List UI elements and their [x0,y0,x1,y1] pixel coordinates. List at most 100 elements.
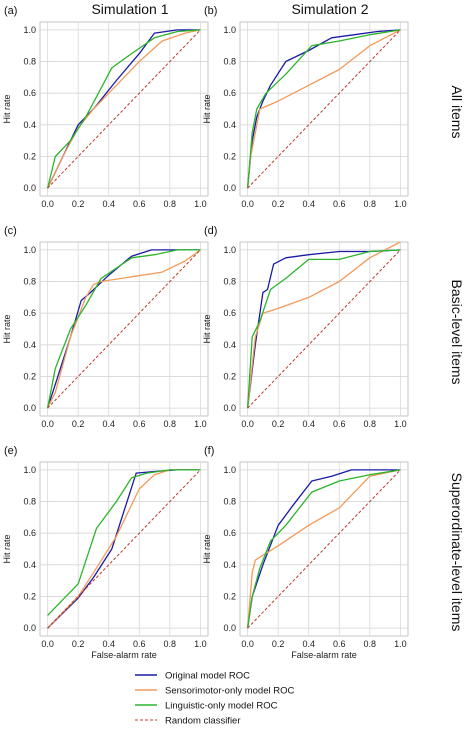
y-axis-label: Hit rate [2,534,12,563]
y-tick-label: 0.6 [223,88,236,98]
series-line-linguistic-only-model-roc [246,469,401,629]
row-title-superordinate-level-items: Superordinate-level items [449,473,465,632]
x-tick-label: 0.8 [164,639,177,649]
series-line-linguistic-only-model-roc [246,29,401,189]
y-axis-label: Hit rate [202,94,212,123]
series-line-random-classifier [247,29,401,189]
x-tick-label: 1.0 [194,199,207,209]
series-line-original-model-roc [246,29,401,189]
y-tick-label: 0.8 [223,57,236,67]
series-line-original-model-roc [246,249,401,409]
y-tick-label: 0.4 [23,340,36,350]
x-tick-label: 0.0 [241,419,254,429]
x-tick-label: 0.8 [364,419,377,429]
x-tick-label: 0.6 [133,199,146,209]
x-tick-label: 0.6 [333,199,346,209]
x-tick-label: 0.2 [272,419,285,429]
y-tick-label: 0.2 [23,371,36,381]
y-axis-label: Hit rate [202,534,212,563]
y-axis-label: Hit rate [2,94,12,123]
row-title-basic-level-items: Basic-level items [449,279,465,384]
y-tick-label: 0.6 [23,88,36,98]
x-tick-label: 0.0 [41,199,54,209]
panel-b: 0.0 0.0 0.2 0.2 0.4 0.4 0.6 0.6 0.8 0.8 1.0 1.0 (b) H… [202,5,409,209]
y-tick-label: 0.2 [23,151,36,161]
x-tick-label: 0.6 [333,639,346,649]
panel-label: (d) [204,225,217,237]
x-tick-label: 0.6 [133,639,146,649]
y-axis-label: Hit rate [2,314,12,343]
panel-label: (b) [204,5,217,17]
y-tick-label: 0.6 [223,528,236,538]
column-title-simulation-2: Simulation 2 [291,1,368,17]
y-tick-label: 0.0 [223,403,236,413]
series-line-linguistic-only-model-roc [246,249,401,409]
y-tick-label: 0.2 [23,591,36,601]
x-tick-label: 0.0 [41,419,54,429]
series-line-original-model-roc [246,469,401,629]
x-tick-label: 0.4 [102,419,115,429]
y-tick-label: 0.0 [23,623,36,633]
y-tick-label: 0.0 [223,183,236,193]
panel-f: 0.0 0.0 0.2 0.2 0.4 0.4 0.6 0.6 0.8 0.8 1.0 1.0 (f) H… [202,445,409,660]
y-axis-label: Hit rate [202,314,212,343]
legend-label: Random classifier [165,716,241,727]
x-tick-label: 1.0 [394,199,407,209]
y-tick-label: 0.6 [223,308,236,318]
panel-d: 0.0 0.0 0.2 0.2 0.4 0.4 0.6 0.6 0.8 0.8 1.0 1.0 (d) H… [202,225,409,429]
x-tick-label: 0.8 [364,199,377,209]
y-tick-label: 0.8 [23,57,36,67]
column-title-simulation-1: Simulation 1 [91,1,168,17]
y-tick-label: 1.0 [23,25,36,35]
legend: Original model ROC Sensorimotor-only mode… [135,671,294,727]
panel-label: (e) [4,445,17,457]
panels: 0.0 0.0 0.2 0.2 0.4 0.4 0.6 0.6 0.8 0.8 1.0 1.0 (a) H… [2,5,409,660]
x-tick-label: 0.0 [41,639,54,649]
panel-label: (f) [204,445,214,457]
y-tick-label: 0.4 [23,120,36,130]
panel-label: (c) [4,225,17,237]
y-tick-label: 0.8 [23,277,36,287]
panel-label: (a) [4,5,17,17]
x-tick-label: 0.6 [333,419,346,429]
y-tick-label: 0.4 [223,560,236,570]
y-tick-label: 0.6 [23,308,36,318]
row-title-all-items: All items [449,86,465,139]
series-line-linguistic-only-model-roc [47,469,201,616]
x-tick-label: 0.2 [72,199,85,209]
y-tick-label: 0.6 [23,528,36,538]
x-tick-label: 1.0 [194,419,207,429]
y-tick-label: 0.0 [23,403,36,413]
series-line-random-classifier [47,29,201,189]
x-tick-label: 0.8 [164,419,177,429]
y-tick-label: 0.0 [223,623,236,633]
y-tick-label: 1.0 [223,25,236,35]
series-line-random-classifier [47,249,201,409]
x-tick-label: 0.4 [302,199,315,209]
x-tick-label: 0.0 [241,639,254,649]
y-tick-label: 0.4 [23,560,36,570]
x-tick-label: 1.0 [194,639,207,649]
series-line-original-model-roc [46,249,201,409]
x-axis-label: False-alarm rate [291,650,357,660]
y-tick-label: 1.0 [223,465,236,475]
legend-label: Original model ROC [165,671,250,682]
series-line-sensorimotor-only-model-roc [47,249,201,409]
y-tick-label: 1.0 [23,245,36,255]
series-line-random-classifier [247,469,401,629]
x-tick-label: 0.2 [72,419,85,429]
x-tick-label: 0.0 [241,199,254,209]
series-line-linguistic-only-model-roc [46,29,201,189]
x-tick-label: 0.8 [364,639,377,649]
x-tick-label: 0.4 [302,419,315,429]
y-tick-label: 1.0 [23,465,36,475]
series-line-random-classifier [47,469,201,629]
series-line-sensorimotor-only-model-roc [246,469,401,629]
series-line-linguistic-only-model-roc [46,249,201,409]
series-line-sensorimotor-only-model-roc [246,29,401,189]
y-tick-label: 0.0 [23,183,36,193]
x-tick-label: 0.6 [133,419,146,429]
y-tick-label: 0.4 [223,120,236,130]
x-tick-label: 0.2 [72,639,85,649]
series-line-sensorimotor-only-model-roc [246,241,401,409]
